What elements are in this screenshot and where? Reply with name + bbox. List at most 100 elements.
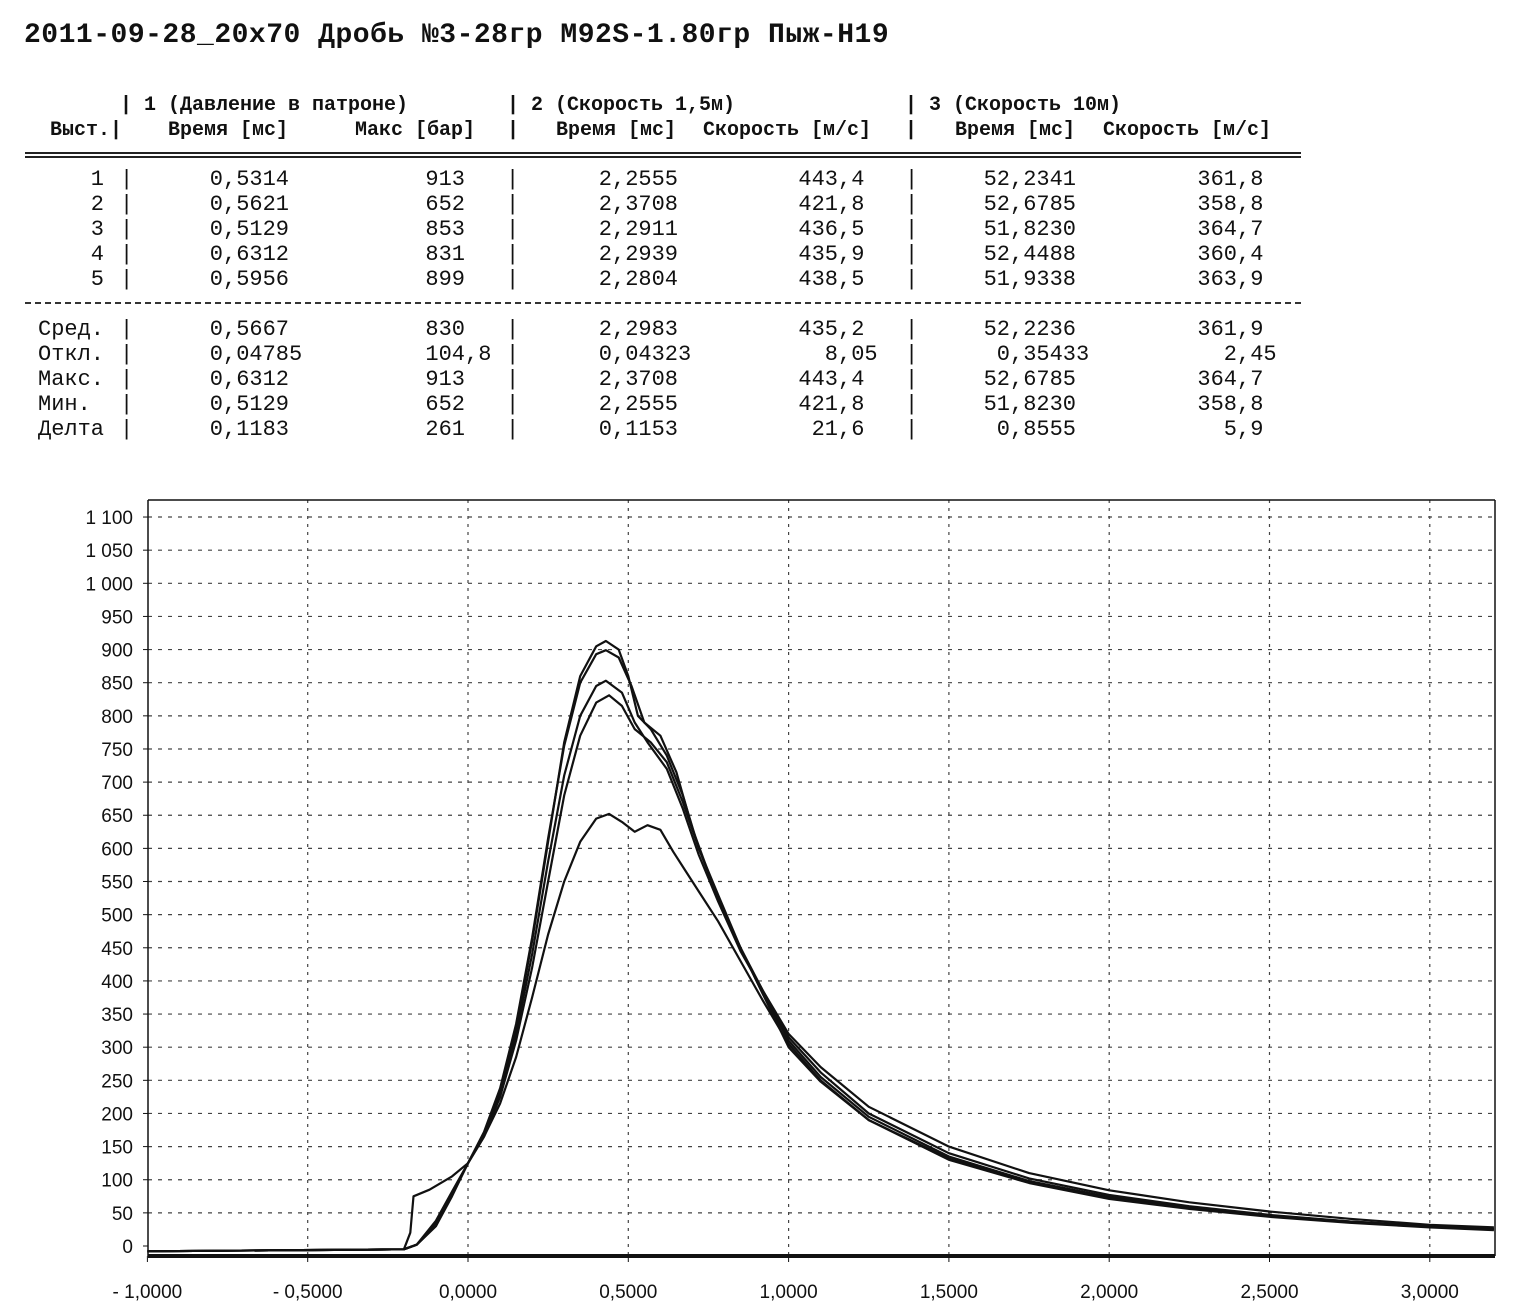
table-cell: 0,04323 (598, 342, 692, 367)
report-title: 2011-09-28_20x70 Дробь №3-28гр M92S-1.80… (24, 20, 890, 51)
y-tick-label: 250 (101, 1071, 133, 1092)
table-cell: 52,6785 (983, 367, 1077, 392)
column-header: Скорость [м/с] (703, 119, 872, 142)
column-separator: | (506, 367, 520, 392)
x-tick-label: 1,5000 (920, 1282, 978, 1303)
column-header: Время [мс] (168, 119, 289, 142)
column-separator: | (905, 267, 919, 292)
table-cell: 5,9 (1223, 417, 1264, 442)
row-label: Мин. (38, 392, 91, 417)
table-cell: 899 (425, 267, 465, 292)
column-header: Время [мс] (556, 119, 677, 142)
x-tick-label: 1,0000 (760, 1282, 818, 1303)
column-group-header: | 1 (Давление в патроне) (120, 94, 409, 117)
double-rule-divider (25, 152, 1301, 158)
table-cell: 0,6312 (209, 242, 290, 267)
table-cell: 435,9 (798, 242, 865, 267)
column-separator: | (120, 242, 134, 267)
column-separator: | (506, 192, 520, 217)
y-tick-label: 0 (122, 1237, 133, 1258)
x-tick-label: - 1,0000 (113, 1282, 183, 1303)
y-tick-label: 650 (101, 806, 133, 827)
column-separator: | (120, 342, 134, 367)
table-cell: 0,5621 (209, 192, 290, 217)
row-label: 2 (90, 192, 104, 217)
column-separator: | (905, 317, 919, 342)
table-cell: 52,2341 (983, 167, 1077, 192)
pressure-curve-shot-3 (147, 679, 1494, 1253)
shot-column-header: Выст.| (50, 119, 123, 142)
table-cell: 0,5129 (209, 392, 290, 417)
table-cell: 2,3708 (598, 192, 679, 217)
y-tick-label: 1 050 (85, 541, 133, 562)
row-label: Макс. (38, 367, 105, 392)
dashed-rule-divider (25, 302, 1301, 304)
table-cell: 0,5667 (209, 317, 290, 342)
y-tick-label: 150 (101, 1138, 133, 1159)
column-separator: | (506, 417, 520, 442)
table-cell: 421,8 (798, 192, 865, 217)
y-tick-label: 200 (101, 1104, 133, 1125)
column-separator: | (120, 367, 134, 392)
table-cell: 360,4 (1197, 242, 1264, 267)
y-tick-label: 400 (101, 972, 133, 993)
x-tick-label: 2,5000 (1240, 1282, 1298, 1303)
y-tick-label: 800 (101, 707, 133, 728)
x-tick-label: 0,5000 (599, 1282, 657, 1303)
column-separator: | (905, 167, 919, 192)
column-group-header: | 3 (Скорость 10м) (905, 94, 1122, 117)
y-tick-label: 50 (112, 1204, 133, 1225)
table-cell: 436,5 (798, 217, 865, 242)
row-label: 1 (90, 167, 104, 192)
table-cell: 913 (425, 367, 465, 392)
column-group-header: | 2 (Скорость 1,5м) (507, 94, 736, 117)
table-cell: 830 (425, 317, 465, 342)
x-tick-label: 2,0000 (1080, 1282, 1138, 1303)
table-cell: 51,8230 (983, 217, 1077, 242)
column-separator: | (506, 392, 520, 417)
table-cell: 364,7 (1197, 367, 1264, 392)
y-tick-label: 1 000 (85, 574, 133, 595)
y-tick-label: 600 (101, 839, 133, 860)
column-separator: | (120, 267, 134, 292)
table-cell: 443,4 (798, 167, 865, 192)
column-separator: | (905, 217, 919, 242)
column-separator: | (120, 217, 134, 242)
table-cell: 2,45 (1223, 342, 1277, 367)
column-header: Скорость [м/с] (1103, 119, 1272, 142)
column-separator: | (905, 367, 919, 392)
column-separator: | (905, 192, 919, 217)
table-cell: 0,35433 (996, 342, 1090, 367)
y-tick-label: 750 (101, 740, 133, 761)
column-separator: | (120, 392, 134, 417)
table-cell: 2,2555 (598, 392, 679, 417)
pressure-curve-shot-2 (147, 812, 1494, 1253)
column-separator: | (506, 342, 520, 367)
table-cell: 443,4 (798, 367, 865, 392)
column-separator: | (905, 342, 919, 367)
table-cell: 2,2939 (598, 242, 679, 267)
column-separator: | (905, 119, 918, 142)
table-cell: 21,6 (811, 417, 865, 442)
table-cell: 358,8 (1197, 392, 1264, 417)
table-cell: 52,6785 (983, 192, 1077, 217)
y-tick-label: 350 (101, 1005, 133, 1026)
table-cell: 358,8 (1197, 192, 1264, 217)
table-cell: 913 (425, 167, 465, 192)
pressure-curve-shot-5 (147, 649, 1494, 1253)
table-cell: 364,7 (1197, 217, 1264, 242)
column-header: Макс [бар] (355, 119, 476, 142)
table-cell: 421,8 (798, 392, 865, 417)
table-cell: 361,8 (1197, 167, 1264, 192)
y-tick-label: 500 (101, 906, 133, 927)
table-cell: 0,5129 (209, 217, 290, 242)
column-separator: | (506, 167, 520, 192)
column-separator: | (507, 119, 520, 142)
table-cell: 51,9338 (983, 267, 1077, 292)
table-cell: 52,4488 (983, 242, 1077, 267)
table-cell: 0,1153 (598, 417, 679, 442)
column-separator: | (905, 242, 919, 267)
column-separator: | (120, 192, 134, 217)
column-separator: | (120, 417, 134, 442)
